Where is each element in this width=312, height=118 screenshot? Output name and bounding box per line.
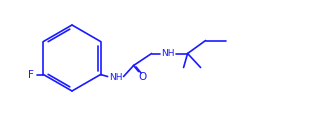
Text: NH: NH [161, 49, 174, 58]
Text: F: F [28, 70, 34, 80]
Text: O: O [139, 72, 147, 82]
Text: NH: NH [109, 73, 122, 82]
